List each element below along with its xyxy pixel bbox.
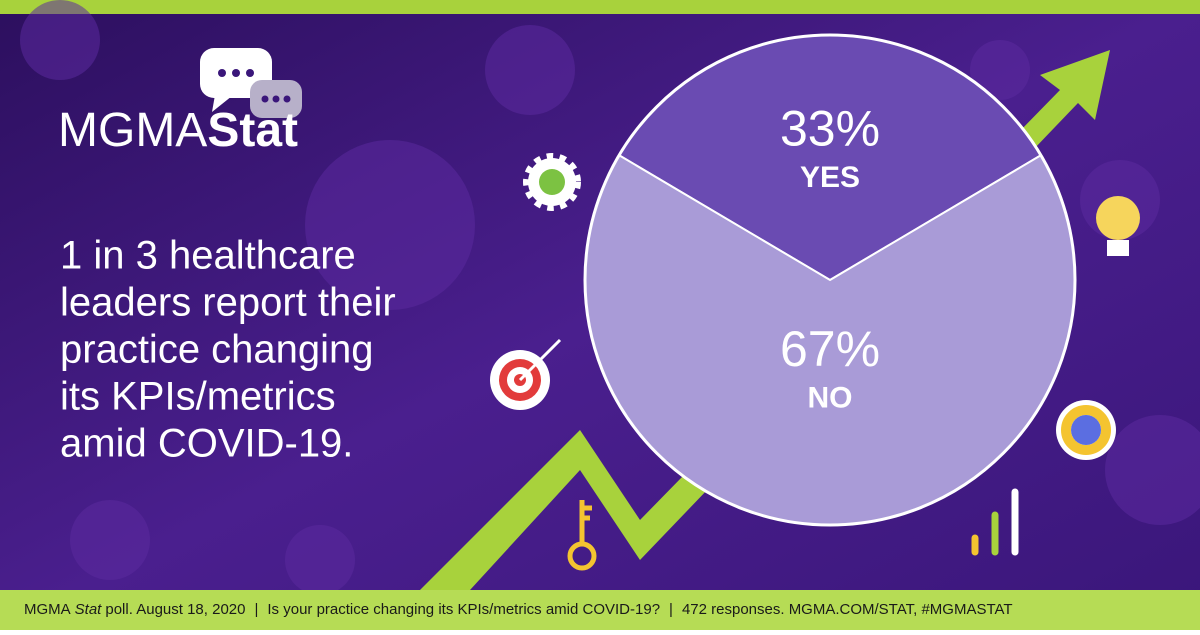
- logo-bold: Stat: [207, 104, 298, 157]
- donut-icon: [1056, 400, 1116, 460]
- logo-light: MGMA: [58, 104, 207, 157]
- footer-separator: |: [254, 601, 258, 618]
- value-label: 33%: [780, 100, 880, 156]
- key-icon: [567, 500, 597, 571]
- footer: MGMA Stat poll. August 18, 2020 | Is your pr…: [24, 601, 1013, 618]
- virus-decor: [20, 0, 1200, 595]
- footer-bar: [0, 590, 1200, 630]
- bars-icon: [971, 488, 1019, 556]
- footer-date: poll. August 18, 2020: [105, 601, 245, 618]
- category-label: NO: [808, 382, 853, 415]
- headline-line: leaders report their: [60, 281, 396, 325]
- footer-separator: |: [669, 601, 673, 618]
- gear-icon: [523, 153, 581, 211]
- chat-icon: [200, 48, 302, 118]
- value-label: 67%: [780, 321, 880, 377]
- logo: MGMAStat: [58, 104, 298, 157]
- footer-italic: Stat: [75, 601, 103, 618]
- footer-question: Is your practice changing its KPIs/metri…: [267, 601, 660, 618]
- trend-arrow: [420, 50, 1110, 590]
- headline-line: its KPIs/metrics: [60, 375, 336, 419]
- headline-line: practice changing: [60, 328, 374, 372]
- pie-outline: [583, 33, 1077, 527]
- pie-chart: 33% YES 67% NO: [583, 33, 1077, 527]
- headline-line: 1 in 3 healthcare: [60, 234, 356, 278]
- category-label: YES: [800, 161, 860, 194]
- top-strip: [0, 0, 1200, 14]
- target-icon: [490, 338, 562, 410]
- headline-line: amid COVID-19.: [60, 422, 353, 466]
- bulb-icon: [1096, 196, 1140, 256]
- footer-responses: 472 responses. MGMA.COM/STAT, #MGMASTAT: [682, 601, 1013, 618]
- footer-prefix: MGMA: [24, 601, 71, 618]
